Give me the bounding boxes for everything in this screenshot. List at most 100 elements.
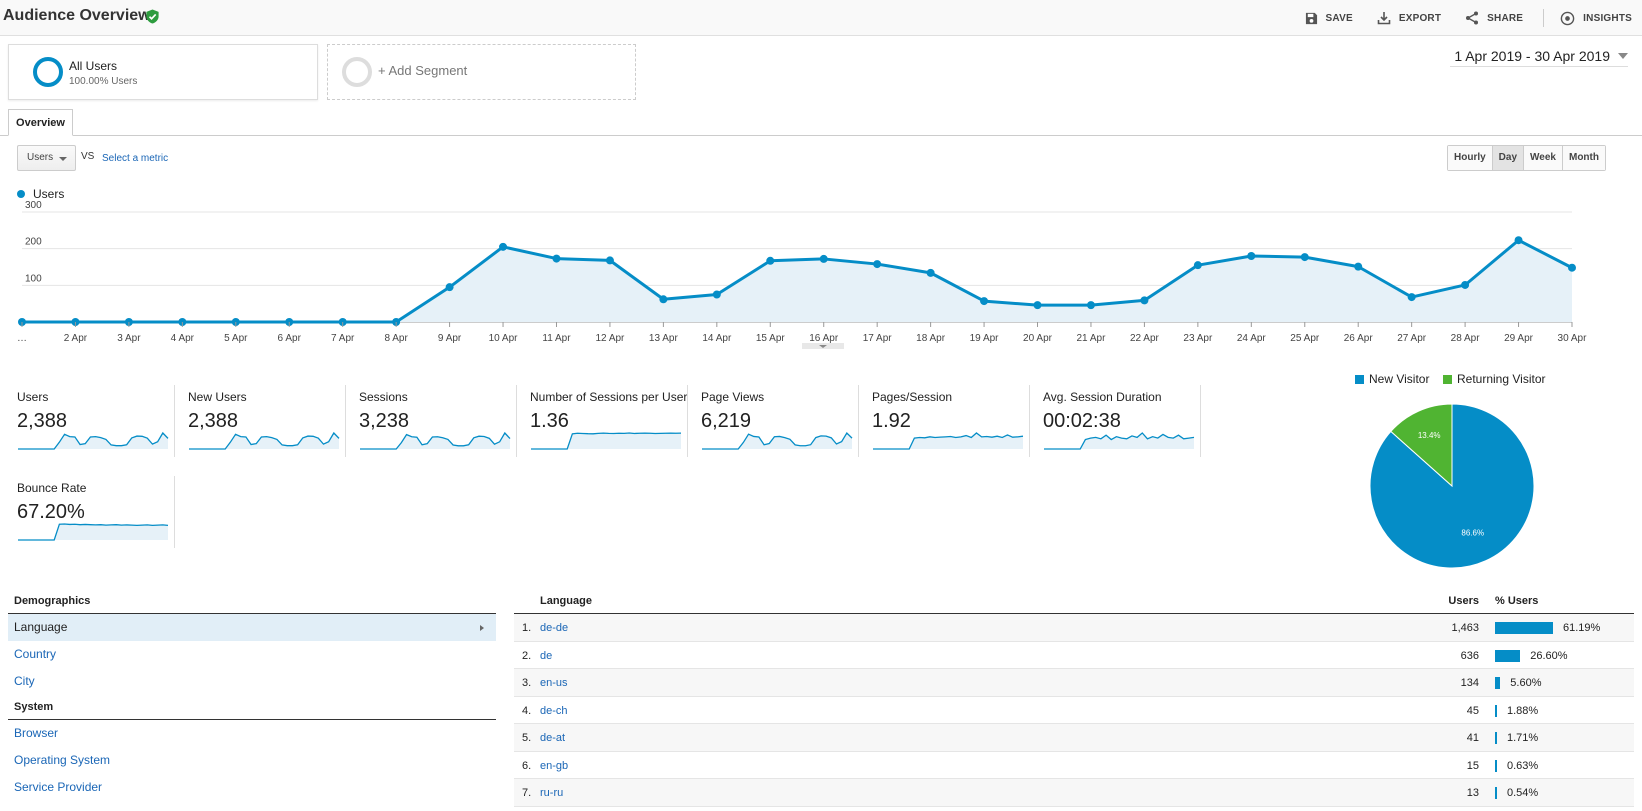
x-tick-label: 17 Apr: [863, 333, 893, 344]
scorecard[interactable]: Avg. Session Duration 00:02:38: [1043, 385, 1201, 459]
system-item-service-provider[interactable]: Service Provider: [14, 780, 103, 794]
pie-slice-label: 13.4%: [1418, 431, 1441, 440]
data-point[interactable]: [1247, 252, 1256, 260]
language-link[interactable]: en-us: [540, 677, 568, 689]
divider: [858, 385, 859, 457]
insights-icon: [1560, 11, 1575, 25]
row-index: 4.: [522, 704, 532, 717]
sparkline-line: [1044, 432, 1195, 450]
scorecard-name: Sessions: [359, 390, 408, 404]
data-point[interactable]: [552, 254, 561, 263]
date-range-picker[interactable]: 1 Apr 2019 - 30 Apr 2019: [1454, 48, 1628, 64]
data-point[interactable]: [1407, 293, 1416, 302]
data-point[interactable]: [1461, 280, 1470, 289]
series-line-users: [22, 238, 1573, 324]
scorecard[interactable]: Sessions 3,238: [359, 385, 517, 459]
language-link[interactable]: de-de: [540, 622, 569, 634]
scorecard[interactable]: Page Views 6,219: [701, 385, 859, 459]
y-tick-label: 100: [25, 273, 42, 284]
sparkline-area: [702, 433, 852, 449]
period-week-button[interactable]: Week: [1523, 146, 1562, 170]
system-item-operating-system[interactable]: Operating System: [14, 753, 111, 767]
language-link[interactable]: en-gb: [540, 759, 569, 772]
pct-users-bar: [1495, 787, 1497, 799]
sparkline-area: [18, 524, 168, 540]
metric-select-value: Users: [27, 152, 54, 163]
row-index: 2.: [522, 649, 532, 662]
column-header-users: Users: [1448, 595, 1479, 607]
x-tick-label: 14 Apr: [702, 333, 732, 344]
select-metric-link[interactable]: Select a metric: [102, 153, 169, 164]
data-point[interactable]: [445, 283, 454, 292]
sparkline-area: [360, 433, 510, 449]
x-tick-label: 9 Apr: [438, 333, 462, 344]
divider: [174, 476, 175, 548]
add-segment-button[interactable]: + Add Segment: [327, 44, 636, 100]
segment-all-users[interactable]: All Users 100.00% Users: [8, 44, 318, 100]
period-day-button[interactable]: Day: [1491, 146, 1524, 170]
x-tick-label: 4 Apr: [171, 333, 195, 344]
pie-slice[interactable]: [1390, 403, 1453, 488]
language-link[interactable]: de: [540, 649, 553, 662]
row-index: 5.: [522, 732, 532, 744]
data-point[interactable]: [1354, 262, 1363, 271]
period-toggle: Hourly Day Week Month: [1447, 145, 1606, 171]
tab-baseline: [0, 135, 1642, 136]
data-point[interactable]: [1568, 263, 1576, 272]
data-point[interactable]: [1300, 253, 1309, 262]
chevron-down-icon: [1618, 53, 1628, 59]
demographics-item-city[interactable]: City: [14, 674, 35, 688]
scorecard-value: 00:02:38: [1043, 410, 1121, 432]
scorecard[interactable]: Users 2,388: [17, 385, 175, 459]
header-actions: SAVE EXPORT SHARE INSIGHTS: [1281, 0, 1632, 36]
scorecard[interactable]: Bounce Rate 67.20%: [17, 476, 175, 550]
demographics-item-country[interactable]: Country: [14, 647, 57, 661]
data-point[interactable]: [605, 256, 614, 265]
language-link[interactable]: de-at: [540, 732, 566, 744]
scorecard[interactable]: Number of Sessions per User 1.36: [530, 385, 688, 459]
data-point[interactable]: [766, 256, 775, 265]
y-tick-label: 200: [25, 237, 42, 248]
data-point[interactable]: [1033, 301, 1042, 310]
divider: [174, 385, 175, 457]
system-heading: System: [14, 701, 54, 713]
data-point[interactable]: [819, 254, 828, 263]
save-button[interactable]: SAVE: [1305, 12, 1353, 25]
period-hourly-button[interactable]: Hourly: [1448, 146, 1492, 170]
period-month-button[interactable]: Month: [1561, 146, 1605, 170]
x-tick-label: 11 Apr: [542, 333, 571, 344]
pie-slice[interactable]: [1369, 403, 1535, 569]
data-point[interactable]: [659, 295, 668, 304]
pie-slice-label: 86.6%: [1461, 528, 1484, 537]
x-tick-label: 21 Apr: [1077, 333, 1107, 344]
scorecard[interactable]: Pages/Session 1.92: [872, 385, 1030, 459]
users-value: 45: [1466, 704, 1479, 717]
data-point[interactable]: [926, 268, 935, 277]
column-header-language: Language: [540, 595, 592, 607]
insights-button[interactable]: INSIGHTS: [1560, 11, 1632, 26]
metric-select[interactable]: Users: [17, 145, 76, 171]
x-tick-label: 28 Apr: [1451, 333, 1481, 344]
share-button[interactable]: SHARE: [1465, 11, 1523, 25]
system-item-browser[interactable]: Browser: [14, 726, 59, 740]
x-tick-label: 10 Apr: [489, 333, 519, 344]
data-point[interactable]: [1140, 296, 1149, 305]
sparkline-line: [873, 432, 1024, 450]
data-point[interactable]: [980, 297, 989, 306]
language-link[interactable]: ru-ru: [540, 787, 564, 799]
divider: [8, 613, 496, 614]
language-link[interactable]: de-ch: [540, 704, 568, 717]
data-point[interactable]: [873, 260, 882, 269]
data-point[interactable]: [499, 242, 508, 251]
series-area-users: [22, 240, 1572, 322]
data-point[interactable]: [1514, 236, 1523, 245]
data-point[interactable]: [1086, 301, 1095, 310]
data-point[interactable]: [712, 290, 721, 299]
row-index: 1.: [522, 622, 532, 634]
demographics-item-language[interactable]: Language: [8, 614, 496, 641]
tab-overview[interactable]: Overview: [8, 109, 73, 136]
export-button[interactable]: EXPORT: [1377, 11, 1441, 25]
pct-users-bar: [1495, 649, 1521, 662]
scorecard[interactable]: New Users 2,388: [188, 385, 346, 459]
data-point[interactable]: [1193, 261, 1202, 270]
